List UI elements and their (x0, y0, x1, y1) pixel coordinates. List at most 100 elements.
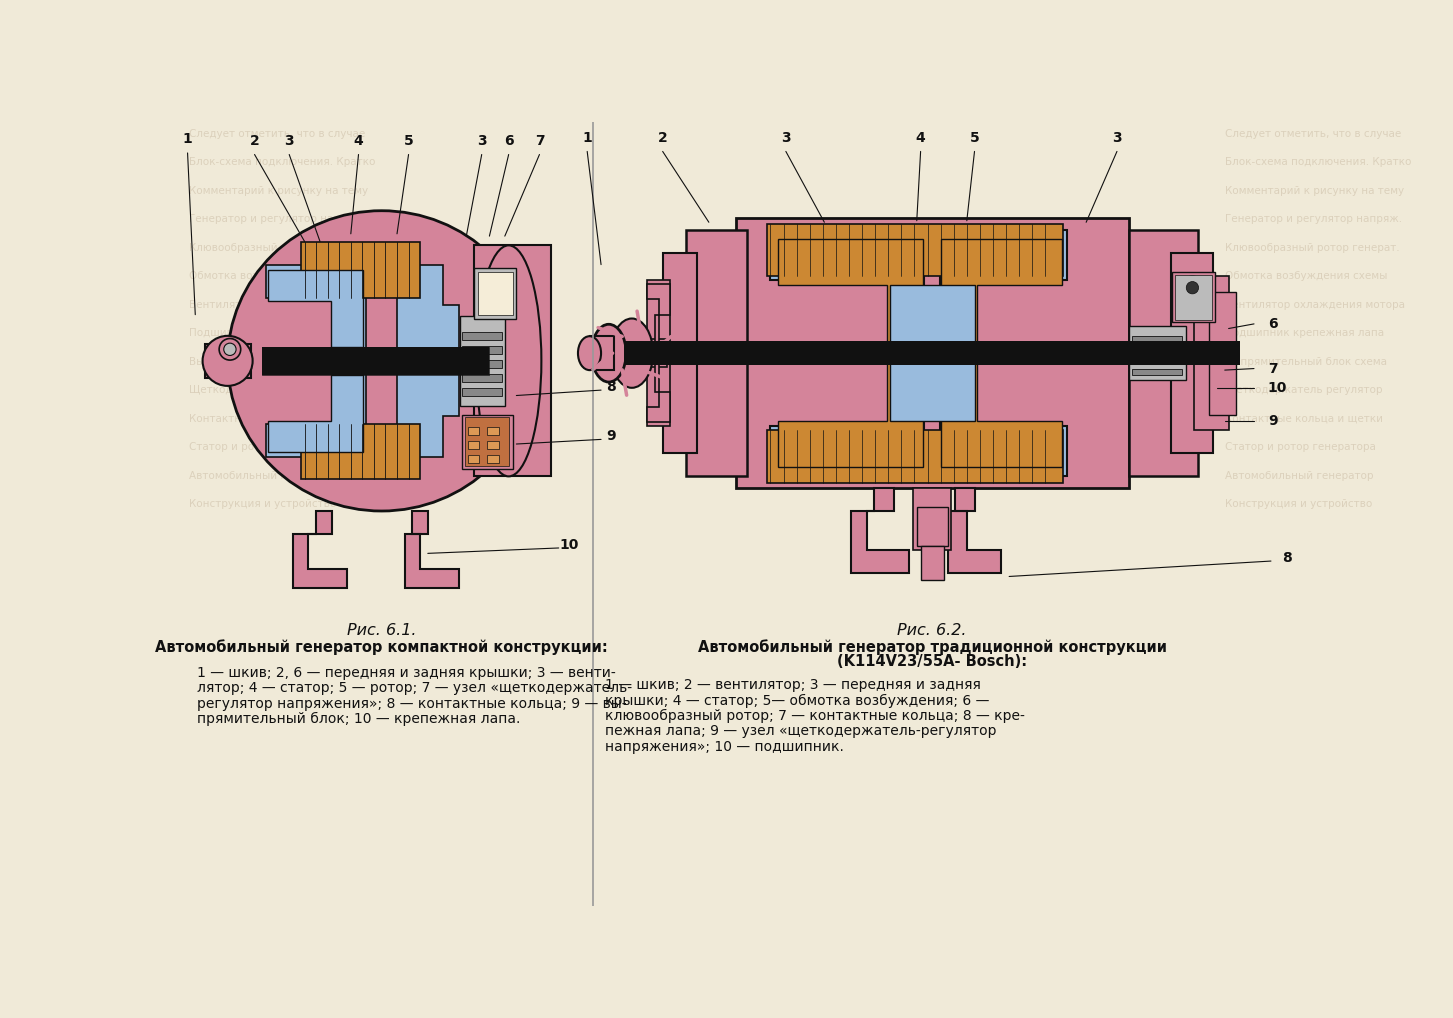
Text: 4: 4 (915, 130, 926, 145)
Text: Автомобильный генератор: Автомобильный генератор (1225, 470, 1373, 480)
Polygon shape (266, 265, 366, 457)
Polygon shape (647, 284, 670, 422)
Text: лятор; 4 — статор; 5 — ротор; 7 — узел «щеткодержатель-: лятор; 4 — статор; 5 — ротор; 7 — узел «… (196, 681, 632, 695)
Polygon shape (940, 230, 1067, 476)
Text: Выпрямительный блок схема: Выпрямительный блок схема (189, 356, 352, 366)
Bar (468, 441, 479, 449)
Text: 1 — шкив; 2, 6 — передняя и задняя крышки; 3 — венти-: 1 — шкив; 2, 6 — передняя и задняя крышк… (196, 666, 616, 680)
Text: Конструкция и устройство: Конструкция и устройство (1225, 499, 1372, 509)
Bar (625, 341, 1241, 365)
Text: 6: 6 (504, 133, 513, 148)
Text: прямительный блок; 10 — крепежная лапа.: прямительный блок; 10 — крепежная лапа. (196, 712, 520, 726)
Text: Комментарий к рисунку на тему: Комментарий к рисунку на тему (189, 185, 368, 195)
Bar (262, 347, 490, 375)
Text: Автомобильный генератор: Автомобильный генератор (189, 470, 337, 480)
Bar (1132, 347, 1183, 353)
Ellipse shape (228, 211, 536, 511)
Text: 7: 7 (535, 133, 545, 148)
Bar (921, 546, 943, 580)
Polygon shape (947, 488, 1001, 572)
Text: Следует отметить, что в случае: Следует отметить, что в случае (1225, 128, 1401, 138)
Text: крышки; 4 — статор; 5— обмотка возбуждения; 6 —: крышки; 4 — статор; 5— обмотка возбужден… (604, 693, 989, 708)
Bar (590, 336, 615, 371)
Text: 9: 9 (1268, 414, 1277, 428)
Ellipse shape (610, 319, 652, 388)
Bar (1132, 369, 1183, 375)
Polygon shape (294, 511, 347, 588)
Bar (1174, 275, 1212, 320)
Text: 3: 3 (782, 130, 790, 145)
Text: 3: 3 (285, 133, 294, 148)
Text: Контактные кольца и щетки: Контактные кольца и щетки (1225, 413, 1383, 423)
Text: 8: 8 (606, 380, 616, 394)
Text: 10: 10 (559, 538, 580, 552)
Bar (468, 428, 479, 435)
Bar (1129, 326, 1186, 380)
Text: Клювообразный ротор генерат.: Клювообразный ротор генерат. (1225, 242, 1399, 252)
Text: Блок-схема подключения. Кратко: Блок-схема подключения. Кратко (189, 157, 375, 167)
Bar (478, 272, 513, 315)
Text: Автомобильный генератор компактной конструкции:: Автомобильный генератор компактной конст… (155, 639, 607, 656)
Text: Генератор и регулятор напряж.: Генератор и регулятор напряж. (1225, 214, 1402, 224)
Text: Вентилятор охлаждения мотора: Вентилятор охлаждения мотора (189, 299, 369, 309)
Bar (462, 374, 503, 382)
Bar (767, 431, 1064, 483)
Text: 7: 7 (1268, 361, 1277, 376)
Bar (465, 417, 510, 466)
Text: пежная лапа; 9 — узел «щеткодержатель-регулятор: пежная лапа; 9 — узел «щеткодержатель-ре… (604, 724, 997, 738)
Bar (474, 269, 516, 319)
Text: Рис. 6.2.: Рис. 6.2. (898, 623, 966, 638)
Text: Генератор и регулятор напряж.: Генератор и регулятор напряж. (189, 214, 366, 224)
Polygon shape (405, 511, 459, 588)
Text: 5: 5 (404, 133, 414, 148)
Text: Рис. 6.1.: Рис. 6.1. (347, 623, 417, 638)
Bar (487, 428, 498, 435)
Text: (K114V23/55А- Bosch):: (K114V23/55А- Bosch): (837, 654, 1027, 669)
Bar (301, 425, 420, 479)
Bar (663, 253, 697, 453)
Text: 10: 10 (1268, 381, 1287, 395)
Bar (474, 245, 551, 476)
Bar (468, 455, 479, 462)
Text: Статор и ротор генератора: Статор и ротор генератора (1225, 442, 1376, 452)
Text: 1 — шкив; 2 — вентилятор; 3 — передняя и задняя: 1 — шкив; 2 — вентилятор; 3 — передняя и… (604, 678, 981, 692)
Ellipse shape (477, 245, 542, 476)
Text: Подшипник крепежная лапа: Подшипник крепежная лапа (189, 328, 349, 338)
Bar (462, 332, 503, 340)
Text: 6: 6 (1268, 317, 1277, 331)
Bar (889, 285, 975, 420)
Text: Автомобильный генератор традиционной конструкции: Автомобильный генератор традиционной кон… (697, 639, 1167, 656)
Text: Клювообразный ротор генерат.: Клювообразный ротор генерат. (189, 242, 363, 252)
Text: Вентилятор охлаждения мотора: Вентилятор охлаждения мотора (1225, 299, 1405, 309)
Text: 5: 5 (969, 130, 979, 145)
Text: Обмотка возбуждения схемы: Обмотка возбуждения схемы (1225, 271, 1388, 281)
Circle shape (1181, 276, 1205, 299)
Text: клювообразный ротор; 7 — контактные кольца; 8 — кре-: клювообразный ротор; 7 — контактные коль… (604, 709, 1024, 723)
Bar (301, 242, 420, 297)
Text: Блок-схема подключения. Кратко: Блок-схема подключения. Кратко (1225, 157, 1411, 167)
Text: 4: 4 (353, 133, 363, 148)
Bar (647, 280, 670, 427)
Polygon shape (397, 265, 459, 457)
Bar (912, 488, 952, 550)
Bar (735, 219, 1129, 488)
Text: Выпрямительный блок схема: Выпрямительный блок схема (1225, 356, 1386, 366)
Ellipse shape (591, 325, 626, 382)
Ellipse shape (578, 336, 602, 371)
Bar (1194, 276, 1229, 431)
Polygon shape (779, 239, 923, 467)
Text: Щеткодержатель регулятор: Щеткодержатель регулятор (1225, 385, 1382, 395)
Bar (1209, 291, 1237, 414)
Bar (443, 249, 536, 472)
Text: 3: 3 (477, 133, 487, 148)
Bar (625, 339, 667, 367)
Bar (1171, 253, 1213, 453)
Bar (1173, 272, 1215, 323)
Bar (462, 414, 513, 468)
Bar (262, 347, 490, 375)
Text: Статор и ротор генератора: Статор и ротор генератора (189, 442, 340, 452)
Bar (205, 344, 251, 378)
Bar (462, 360, 503, 367)
Circle shape (219, 339, 241, 360)
Polygon shape (851, 488, 910, 572)
